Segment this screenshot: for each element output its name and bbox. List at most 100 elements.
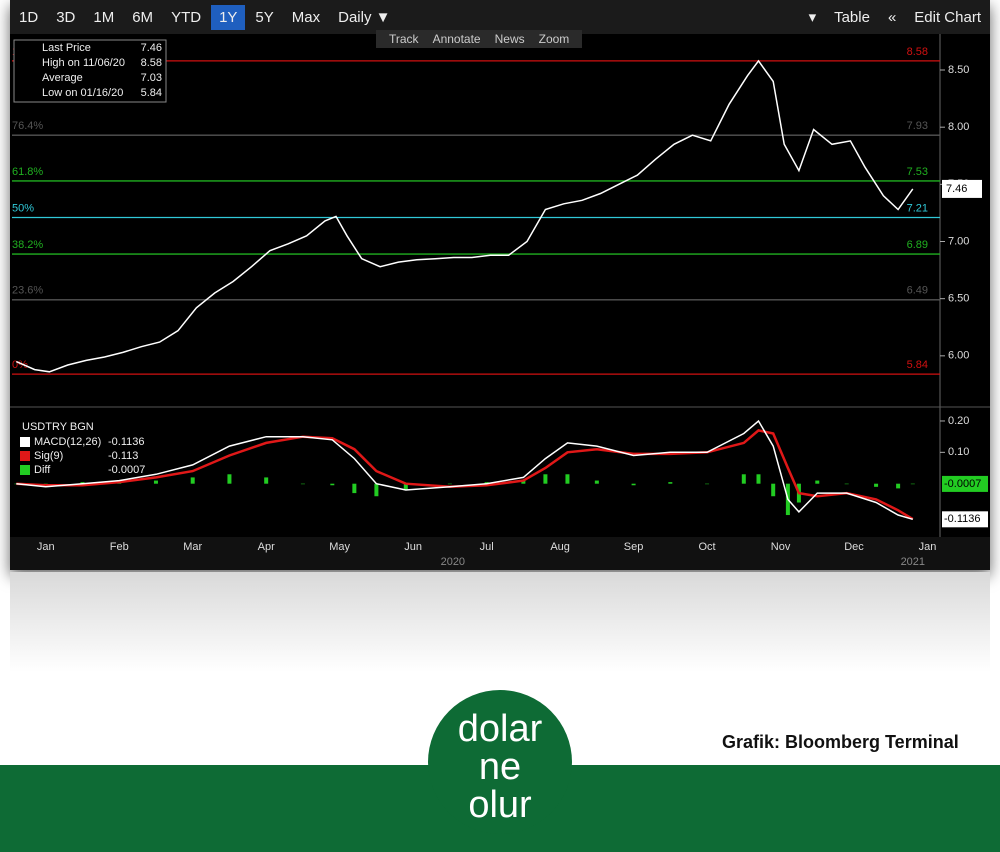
credit: Grafik: Bloomberg Terminal — [722, 732, 959, 752]
tool-button[interactable]: News — [494, 32, 525, 46]
fib-label: 6.49 — [907, 285, 928, 297]
diff-bar — [264, 477, 269, 484]
y-tick-label: 0.10 — [948, 446, 969, 458]
toolbar-button[interactable]: Edit Chart — [914, 8, 981, 26]
legend-label: Average — [42, 72, 83, 84]
year-label: 2020 — [441, 556, 465, 568]
logo-text: dolar — [457, 708, 543, 750]
legend-swatch — [20, 451, 30, 461]
legend-value: 8.58 — [141, 57, 162, 69]
date-axis — [10, 537, 990, 570]
diff-bar — [756, 474, 761, 484]
x-tick-label: Jan — [37, 541, 55, 553]
legend-label: Sig(9) — [34, 450, 63, 462]
legend-value: -0.1136 — [108, 436, 145, 448]
toolbar-button[interactable]: Daily ▼ — [338, 8, 391, 26]
fib-pct: 50% — [12, 202, 34, 214]
logo-text: ne — [478, 746, 522, 788]
legend-value: 7.03 — [141, 72, 162, 84]
tool-button[interactable]: Annotate — [432, 32, 481, 46]
toolbar-button[interactable]: ▾ — [808, 9, 817, 26]
legend-value: 5.84 — [141, 87, 162, 99]
x-tick-label: Sep — [624, 541, 644, 553]
diff-bar — [565, 474, 570, 484]
diff-bar — [300, 483, 305, 485]
reflection — [10, 572, 990, 672]
fib-label: 7.53 — [907, 166, 928, 178]
toolbar-button[interactable]: 6M — [132, 8, 154, 26]
y-tick-label: 0.20 — [948, 415, 969, 427]
toolbar: 1D 3D 1M 6M YTD 1Y 5Y Max Daily ▼ ▾ Table « Edit Cha… — [10, 0, 990, 34]
legend-label: MACD(12,26) — [34, 436, 101, 448]
diff-bar — [668, 482, 673, 484]
diff-bar — [771, 483, 776, 497]
x-tick-label: Jan — [919, 541, 937, 553]
x-tick-label: Mar — [183, 541, 202, 553]
toolbar-button[interactable]: « — [887, 8, 897, 26]
legend-swatch — [20, 437, 30, 447]
macd-line — [16, 429, 914, 521]
diff-bar — [521, 480, 526, 484]
x-tick-label: Aug — [550, 541, 570, 553]
legend-value: 7.46 — [141, 42, 162, 54]
x-tick-label: Oct — [699, 541, 716, 553]
last-price-box — [942, 179, 982, 198]
chart: 6.006.507.007.508.008.50100%8.5876.4%7.9… — [10, 34, 990, 570]
diff-bar — [815, 480, 820, 484]
fib-pct: 23.6% — [12, 285, 43, 297]
toolbar-button[interactable]: Table — [834, 8, 870, 26]
diff-bar — [484, 482, 489, 484]
toolbar-button[interactable]: 1D — [19, 8, 39, 26]
x-tick-label: Feb — [110, 541, 129, 553]
y-tick-label: 6.00 — [948, 350, 969, 362]
diff-bar — [543, 474, 548, 484]
fib-pct: 0% — [12, 359, 28, 371]
last-value-label: -0.0007 — [944, 478, 981, 490]
tool-button[interactable]: Zoom — [538, 32, 570, 46]
legend-swatch — [20, 465, 30, 475]
diff-bar — [403, 483, 408, 490]
x-tick-label: Jul — [480, 541, 494, 553]
fib-label: 5.84 — [907, 359, 928, 371]
fib-pct: 38.2% — [12, 239, 43, 251]
fib-label: 7.93 — [907, 120, 928, 132]
diff-bar — [352, 483, 357, 494]
toolbar-button[interactable]: 1Y — [211, 4, 246, 30]
toolbar-button[interactable]: 3D — [56, 8, 76, 26]
x-tick-label: Apr — [258, 541, 275, 553]
diff-bar — [447, 483, 452, 485]
toolbar-button[interactable]: 5Y — [255, 8, 274, 26]
diff-bar — [631, 483, 636, 486]
price-line — [16, 59, 914, 373]
diff-bar — [741, 474, 746, 484]
y-tick-label: 7.00 — [948, 235, 969, 247]
diff-bar — [705, 483, 710, 485]
tool-row: Track Annotate News Zoom — [376, 30, 583, 48]
fib-label: 8.58 — [907, 46, 928, 58]
toolbar-button[interactable]: 1M — [93, 8, 115, 26]
diff-bar — [374, 483, 379, 497]
legend-label: Diff — [34, 464, 51, 476]
toolbar-button[interactable]: Max — [291, 8, 321, 26]
y-tick-label: 8.50 — [948, 64, 969, 76]
diff-bar — [910, 483, 915, 485]
legend-value: -0.113 — [108, 450, 138, 462]
last-value-label: -0.1136 — [944, 513, 981, 525]
toolbar-button[interactable]: YTD — [171, 8, 202, 26]
tool-button[interactable]: Track — [389, 32, 419, 46]
macd-title: USDTRY BGN — [22, 421, 94, 433]
x-tick-label: Jun — [404, 541, 422, 553]
legend-label: Low on 01/16/20 — [42, 87, 123, 99]
logo: dolar ne olur — [428, 690, 572, 834]
macd-line — [16, 419, 914, 521]
diff-bar — [874, 483, 879, 487]
legend-label: High on 11/06/20 — [42, 57, 125, 69]
x-tick-label: May — [329, 541, 350, 553]
legend-label: Last Price — [42, 42, 91, 54]
legend-box — [13, 39, 167, 103]
fib-pct: 61.8% — [12, 166, 43, 178]
diff-bar — [330, 483, 335, 486]
x-tick-label: Nov — [771, 541, 791, 553]
x-tick-label: Dec — [844, 541, 864, 553]
